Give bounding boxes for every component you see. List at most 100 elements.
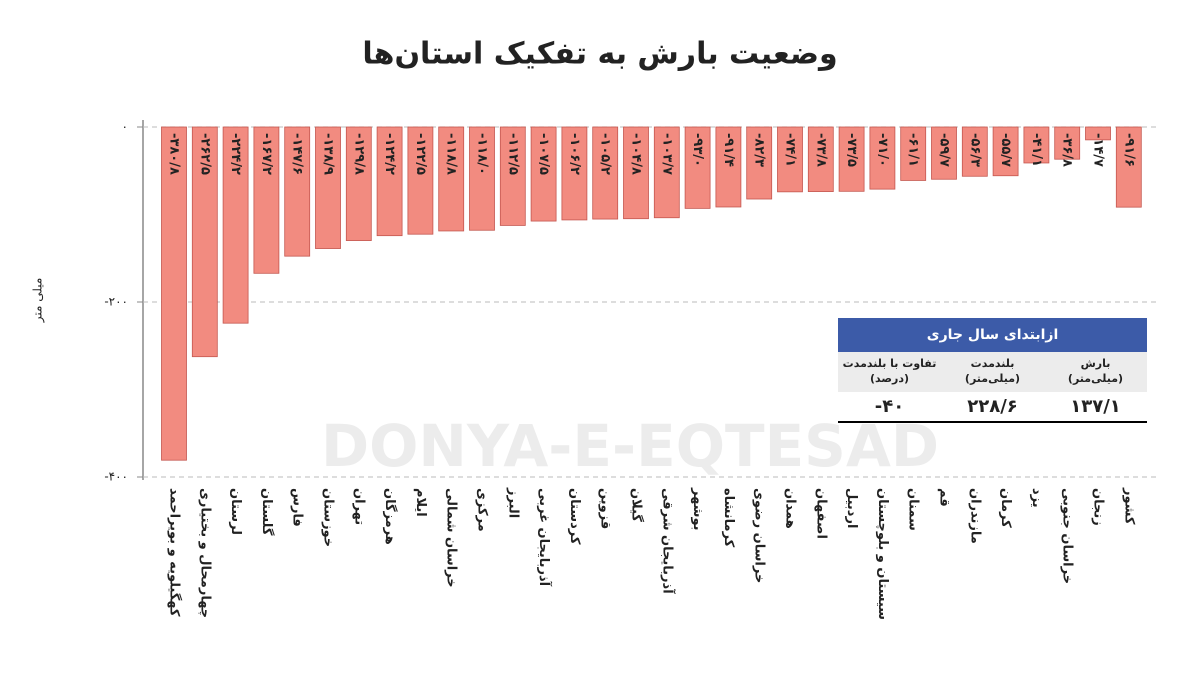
bar: [961, 126, 988, 177]
x-tick-label: آذربایجان شرقی: [659, 488, 676, 594]
bar: [653, 126, 680, 219]
table-subheader-bg: [838, 352, 1147, 392]
x-tick-label: قم: [937, 488, 952, 507]
x-tick-label: کردستان: [567, 488, 582, 545]
bar: [592, 126, 619, 220]
value-label: -۹۱/۴: [721, 133, 736, 167]
value-label: -۷۳/۵: [844, 133, 859, 167]
value-label: -۱۲۴/۲: [382, 133, 397, 175]
value-label: -۵۹/۷: [937, 133, 952, 167]
watermark: DONYA-E-EQTESAD: [321, 412, 939, 480]
value-label: -۳۶/۸: [1060, 133, 1075, 167]
x-tick-label: خراسان جنوبی: [1060, 488, 1075, 584]
value-label: -۲۶۲/۵: [197, 133, 212, 175]
value-label: -۵۶/۳: [967, 133, 982, 167]
table-cell: ۲۲۸/۶: [967, 396, 1018, 417]
x-tick-label: سمنان: [906, 488, 921, 531]
x-tick-label: بوشهر: [690, 487, 705, 531]
x-tick-label: همدان: [783, 488, 798, 529]
value-label: -۱۲۹/۸: [351, 133, 366, 175]
x-tick-label: البرز: [505, 487, 520, 518]
value-label: -۱۴/۷: [1091, 133, 1106, 167]
table-header: (درصد): [870, 372, 909, 385]
bar: [1023, 126, 1050, 164]
bar: [1085, 126, 1111, 141]
table-header: بلندمدت: [971, 357, 1015, 370]
table-header: (میلی‌متر): [965, 372, 1020, 385]
bar: [777, 126, 803, 193]
table-header: بارش: [1081, 357, 1111, 370]
y-tick-label: -۲۰۰: [104, 295, 128, 309]
value-label: -۱۰۷/۵: [536, 133, 551, 175]
x-tick-label: اردبیل: [844, 488, 859, 528]
chart-title: وضعیت بارش به تفکیک استان‌ها: [362, 37, 837, 72]
table-cell: ۱۳۷/۱: [1070, 396, 1121, 417]
table-cell: -۴۰: [875, 396, 904, 417]
value-label: -۱۲۲/۵: [413, 133, 428, 175]
value-label: -۱۰۶/۲: [567, 133, 582, 175]
bar: [438, 126, 465, 232]
bar: [407, 126, 434, 235]
bar: [345, 126, 372, 241]
value-label: -۹۱/۶: [1121, 133, 1136, 167]
x-tick-label: خوزستان: [321, 488, 336, 547]
bar: [838, 126, 865, 192]
bar: [315, 126, 341, 249]
x-tick-label: گلستان: [259, 488, 275, 536]
bar: [684, 126, 711, 209]
x-tick-label: کرمان: [998, 488, 1013, 528]
value-label: -۱۱۸/۸: [444, 133, 459, 175]
value-label: -۱۰۴/۸: [629, 133, 644, 175]
value-label: -۵۵/۷: [998, 133, 1013, 167]
x-tick-label: گیلان: [629, 488, 645, 522]
y-tick-label: -۴۰۰: [104, 470, 128, 484]
x-tick-label: اصفهان: [813, 488, 828, 539]
x-tick-label: آذربایجان غربی: [536, 488, 553, 587]
bar: [499, 126, 526, 226]
value-label: -۱۶۷/۲: [259, 133, 274, 175]
value-label: -۶۱/۱: [906, 133, 921, 167]
x-tick-label: سیستان و بلوچستان: [875, 488, 890, 620]
value-label: -۷۴/۱: [783, 133, 798, 167]
x-tick-label: خراسان رضوی: [752, 488, 767, 583]
value-label: -۱۳۸/۹: [321, 133, 336, 175]
bar: [931, 126, 957, 180]
x-tick-label: ایلام: [413, 488, 428, 517]
bar: [284, 126, 311, 257]
bar: [1115, 126, 1142, 208]
value-label: -۲۲۴/۲: [228, 133, 243, 175]
value-label: -۱۱۲/۵: [505, 133, 520, 175]
bar: [161, 126, 187, 461]
value-label: -۱۰۵/۲: [598, 133, 613, 175]
x-tick-label: مازندران: [967, 488, 982, 544]
x-tick-label: هرمزگان: [382, 488, 398, 545]
bar: [191, 126, 218, 358]
x-tick-label: خراسان شمالی: [444, 488, 459, 588]
x-tick-label: چهارمحال و بختیاری: [197, 488, 212, 618]
bar: [222, 126, 249, 324]
value-label: -۱۰۳/۷: [659, 133, 674, 175]
bar: [807, 126, 834, 192]
bar: [376, 126, 403, 237]
value-label: -۷۱/۰: [875, 133, 890, 167]
value-label: -۱۴۷/۶: [290, 133, 305, 175]
bar: [869, 126, 896, 190]
bar: [561, 126, 588, 221]
bar: [900, 126, 927, 181]
x-tick-label: کهگیلویه و بویراحمد: [167, 488, 183, 617]
bar: [992, 126, 1019, 177]
x-tick-label: فارس: [290, 488, 305, 527]
y-axis-label: میلی متر: [31, 278, 46, 324]
bar: [1054, 126, 1081, 160]
bar: [530, 126, 557, 222]
x-tick-label: زنجان: [1091, 488, 1106, 526]
x-tick-label: تهران: [351, 488, 366, 525]
bar: [746, 126, 773, 200]
table-header: تفاوت با بلندمدت: [843, 357, 937, 370]
x-tick-label: قزوین: [598, 488, 613, 529]
table-header-bg: [838, 318, 1147, 352]
table-header: (میلی‌متر): [1068, 372, 1123, 385]
table-title: ازابتدای سال جاری: [927, 327, 1059, 343]
x-tick-label: کشور: [1121, 487, 1136, 525]
